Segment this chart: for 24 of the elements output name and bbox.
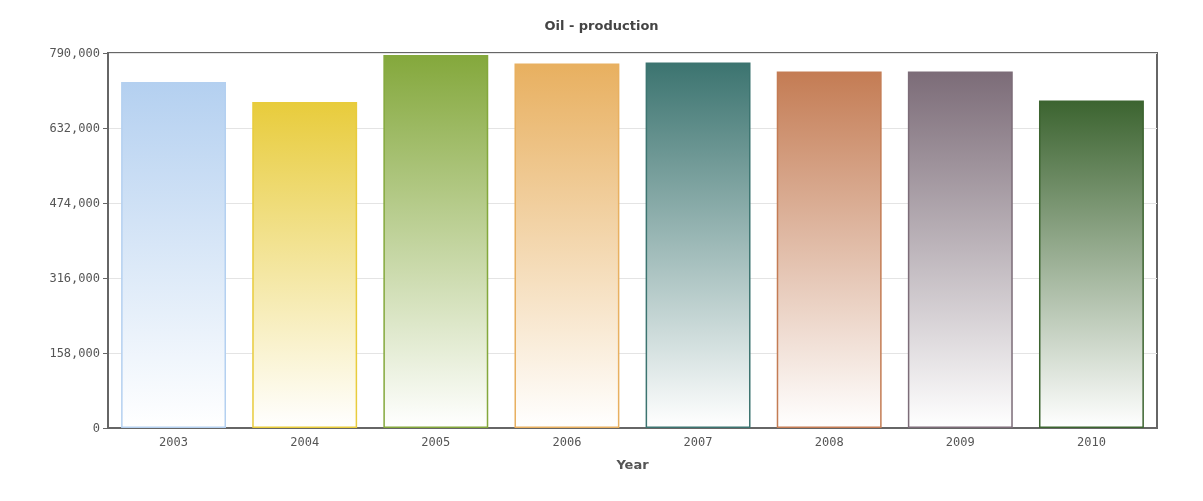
y-tick-label: 158,000 — [49, 346, 100, 360]
bar — [907, 71, 1013, 428]
bar — [121, 81, 227, 428]
bar — [252, 101, 358, 428]
x-tick-label: 2009 — [945, 435, 975, 449]
bar — [1038, 100, 1144, 428]
bar — [514, 63, 620, 428]
x-tick-label: 2005 — [421, 435, 451, 449]
y-tick-label: 632,000 — [49, 121, 100, 135]
bar — [776, 71, 882, 428]
y-tick-label: 0 — [92, 421, 100, 435]
x-tick-label: 2007 — [683, 435, 713, 449]
y-tick-label: 790,000 — [49, 46, 100, 60]
bar — [383, 54, 489, 428]
y-tick-label: 316,000 — [49, 271, 100, 285]
x-tick-label: 2008 — [814, 435, 844, 449]
chart-title: Oil - production — [544, 18, 659, 33]
x-tick-label: 2003 — [159, 435, 189, 449]
x-tick-label: 2004 — [290, 435, 320, 449]
x-tick-label: 2010 — [1076, 435, 1106, 449]
y-tick-label: 474,000 — [49, 196, 100, 210]
x-axis-title: Year — [615, 457, 650, 472]
x-tick-label: 2006 — [552, 435, 582, 449]
bar — [645, 62, 751, 428]
